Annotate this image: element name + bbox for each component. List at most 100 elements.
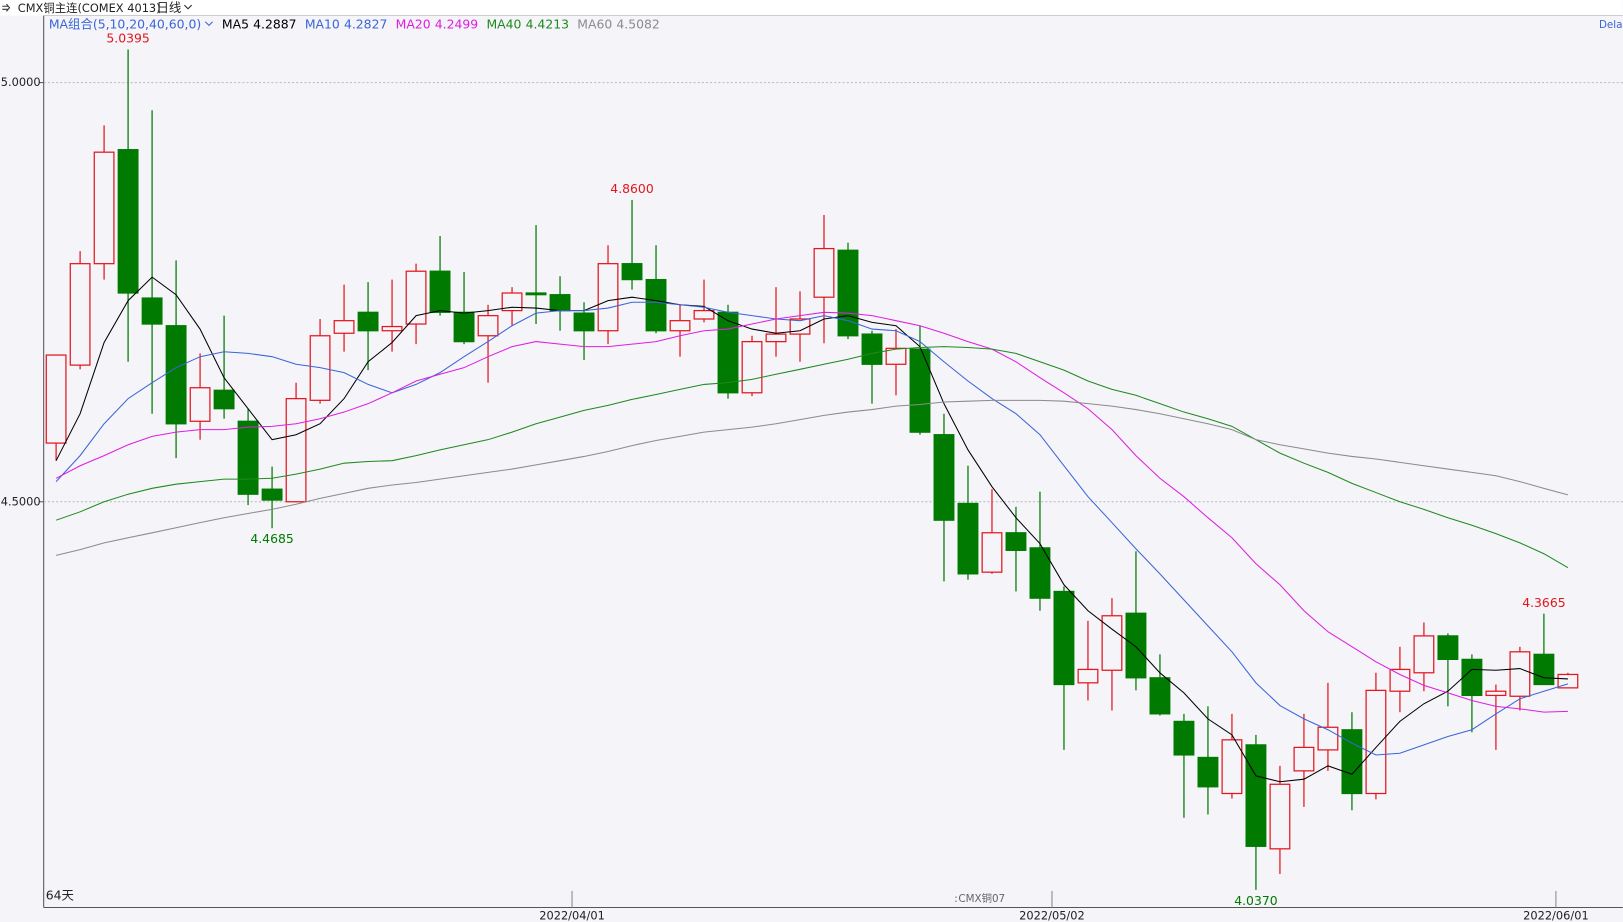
ma-line	[55, 399, 1569, 556]
candle-body	[981, 532, 1003, 573]
y-tick-label: 4.5000	[1, 494, 41, 508]
legend-name: MA40	[486, 16, 521, 31]
candle-body	[453, 311, 475, 343]
candle-body	[1413, 635, 1435, 674]
x-tick-label: 2022/04/01	[539, 908, 605, 922]
candle-body	[765, 333, 787, 343]
ma-line	[55, 346, 1569, 569]
candle-body	[621, 263, 643, 281]
candle-body	[285, 398, 307, 503]
candle-body	[1509, 651, 1531, 697]
ma-line	[55, 276, 1568, 783]
candle-body	[1173, 720, 1195, 756]
legend-value: 4.2827	[344, 16, 387, 31]
candle-body	[957, 502, 979, 575]
candle-body	[837, 249, 859, 337]
extreme-label: 4.8600	[610, 181, 654, 196]
candle-body	[381, 325, 403, 332]
candle-body	[597, 263, 619, 332]
candle-body	[1461, 658, 1483, 697]
candle-body	[1077, 668, 1099, 684]
legend-value: 4.4213	[526, 16, 569, 31]
candle-body	[93, 151, 115, 265]
candle-body	[405, 270, 427, 325]
candle-body	[1053, 590, 1075, 686]
candle-body	[117, 149, 139, 294]
extreme-label: 4.0370	[1234, 893, 1278, 908]
candle-body	[213, 389, 235, 410]
candle-body	[1389, 668, 1411, 692]
x-tick-label: 2022/05/02	[1019, 908, 1085, 922]
candle-body	[429, 270, 451, 313]
candle-body	[1029, 547, 1051, 599]
candle-body	[1125, 612, 1147, 679]
ma-line	[55, 301, 1569, 756]
candle-body	[525, 292, 547, 296]
candle-body	[1557, 673, 1579, 689]
candle-body	[1221, 739, 1243, 795]
candle-body	[45, 354, 67, 444]
candle-body	[501, 292, 523, 312]
candle-body	[549, 294, 571, 312]
header-bar	[0, 0, 1623, 16]
candle-body	[1245, 744, 1267, 847]
watermark-separator: :	[954, 893, 957, 905]
candle-body	[789, 318, 811, 335]
legend-value: 4.2499	[435, 16, 479, 31]
header-icon	[2, 3, 11, 12]
candle-body	[933, 434, 955, 521]
candle-body	[141, 297, 163, 325]
ma-line	[55, 311, 1568, 713]
candle-body	[741, 341, 763, 394]
candle-body	[189, 387, 211, 422]
legend-name: MA20	[396, 16, 431, 31]
legend-name: MA10	[305, 16, 340, 31]
candle-body	[885, 347, 907, 365]
candle-body	[909, 348, 931, 433]
candle-body	[1269, 783, 1291, 850]
period-chevron[interactable]	[184, 4, 193, 10]
candle-body	[1365, 689, 1387, 795]
candle-body	[165, 325, 187, 425]
candle-body	[573, 312, 595, 332]
legend-value: 4.5082	[616, 16, 659, 31]
candle-body	[669, 320, 691, 332]
candle-body	[693, 309, 715, 320]
candle-body	[261, 488, 283, 501]
legend-name: MA60	[577, 16, 612, 31]
candle-body	[1485, 690, 1507, 697]
ma-group-chevron	[204, 21, 213, 27]
candle-body	[1437, 635, 1459, 660]
candle-body	[717, 311, 739, 394]
candle-body	[1149, 677, 1171, 715]
candle-body	[1293, 746, 1315, 772]
chart-title: CMX铜主连(COMEX 4013)	[18, 1, 161, 15]
corner-text: Dela	[1599, 19, 1623, 31]
y-tick-label: 5.0000	[1, 75, 41, 89]
candle-body	[477, 315, 499, 337]
candle-body	[1317, 726, 1339, 751]
watermark: CMX铜07	[958, 893, 1005, 905]
candle-body	[69, 263, 91, 366]
candle-body	[1533, 653, 1555, 686]
candle-body	[357, 311, 379, 332]
candle-body	[1005, 532, 1027, 552]
extreme-label: 4.4685	[250, 531, 293, 546]
ma-group-label: MA组合(5,10,20,40,60,0)	[49, 16, 201, 31]
candle-body	[1101, 615, 1123, 671]
extreme-label: 4.3665	[1522, 595, 1565, 610]
extreme-label: 5.0395	[106, 31, 149, 46]
candle-body	[861, 333, 883, 365]
candle-body	[813, 247, 835, 298]
candle-body	[333, 320, 355, 334]
candle-body	[1197, 756, 1219, 788]
candle-body	[237, 420, 259, 495]
day-count: 64天	[46, 888, 74, 903]
legend-name: MA5	[222, 16, 249, 31]
period-selector[interactable]: 日线	[156, 0, 181, 15]
candle-body	[645, 278, 667, 332]
x-tick-label: 2022/06/01	[1523, 908, 1589, 922]
legend-value: 4.2887	[253, 16, 296, 31]
